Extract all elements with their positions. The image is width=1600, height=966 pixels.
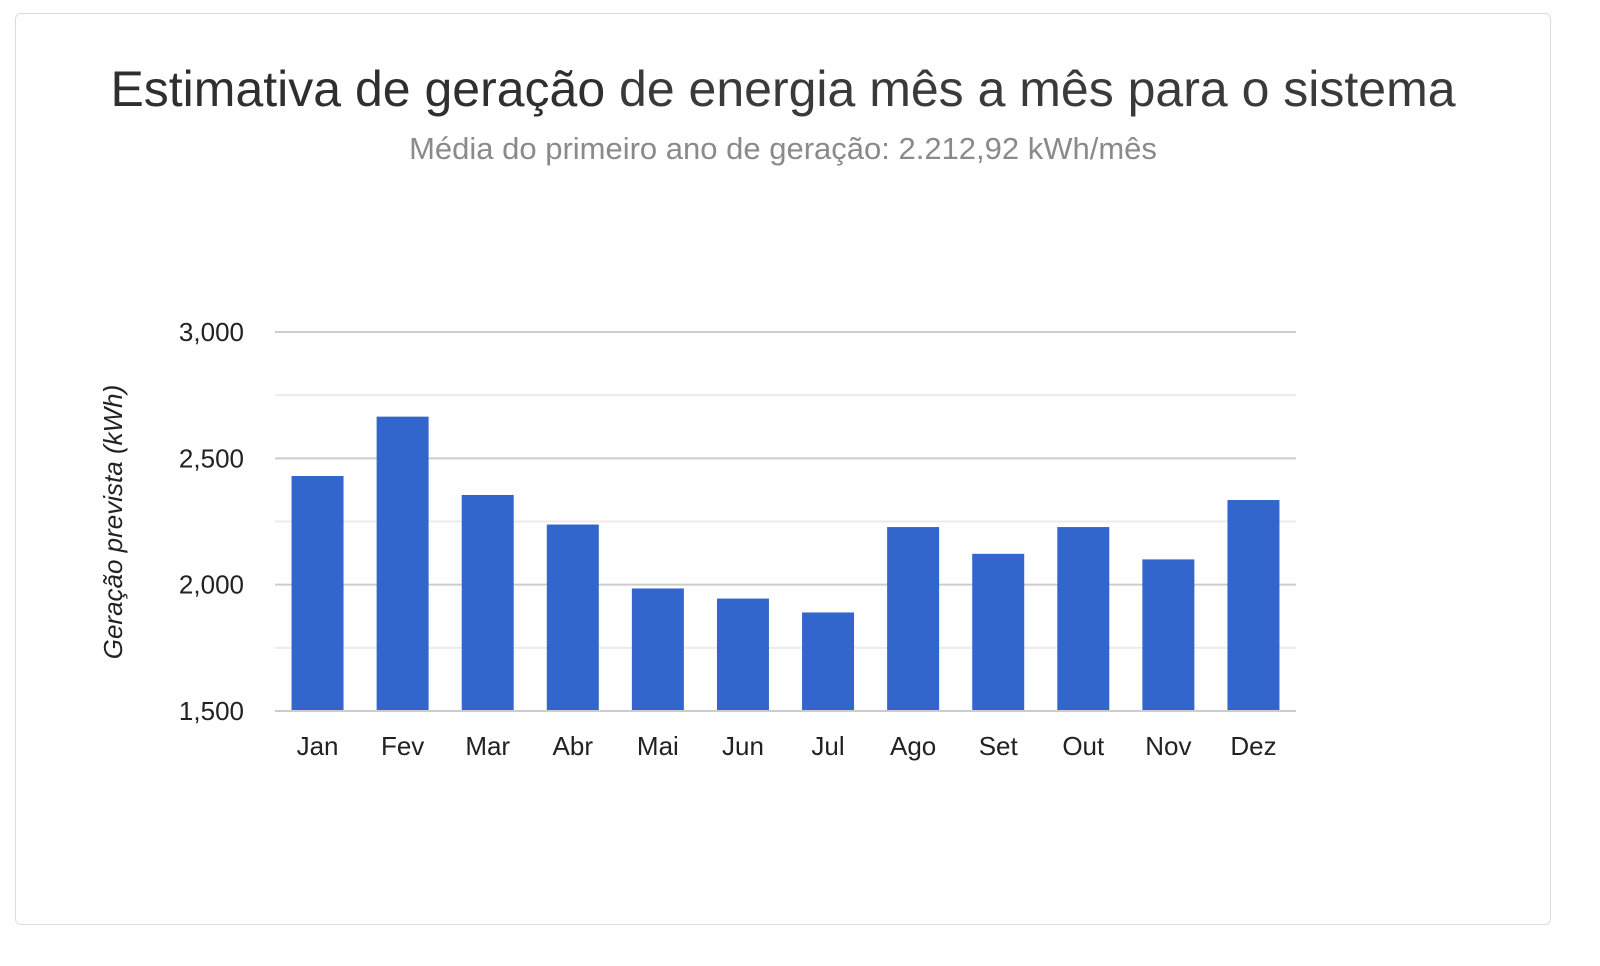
x-tick-label: Jun bbox=[722, 731, 764, 761]
x-tick-label: Mar bbox=[465, 731, 510, 761]
bar bbox=[546, 524, 599, 711]
y-tick-label: 3,000 bbox=[179, 317, 244, 347]
chart-title-rest: de energia mês a mês para o sistema bbox=[605, 61, 1456, 117]
chart-title-strong: Estimativa de geração bbox=[110, 61, 606, 117]
bar bbox=[376, 416, 429, 711]
chart-title: Estimativa de geração de energia mês a m… bbox=[0, 60, 1566, 118]
bar bbox=[1057, 527, 1110, 711]
y-tick-label: 2,500 bbox=[179, 443, 244, 473]
x-tick-label: Set bbox=[979, 731, 1019, 761]
chart-subtitle: Média do primeiro ano de geração: 2.212,… bbox=[409, 131, 1157, 166]
bar bbox=[631, 588, 684, 711]
x-tick-label: Nov bbox=[1145, 731, 1191, 761]
bar bbox=[887, 527, 940, 711]
x-tick-label: Ago bbox=[890, 731, 936, 761]
bar bbox=[972, 553, 1025, 711]
x-tick-label: Mai bbox=[637, 731, 679, 761]
y-tick-label: 1,500 bbox=[179, 696, 244, 726]
x-tick-label: Fev bbox=[381, 731, 424, 761]
x-tick-label: Dez bbox=[1230, 731, 1276, 761]
chart-card bbox=[15, 13, 1551, 925]
x-tick-label: Out bbox=[1062, 731, 1105, 761]
x-tick-label: Abr bbox=[553, 731, 594, 761]
bar bbox=[461, 494, 514, 711]
x-tick-label: Jul bbox=[811, 731, 844, 761]
y-axis-label: Geração prevista (kWh) bbox=[98, 385, 128, 660]
bar bbox=[1142, 559, 1195, 711]
y-tick-label: 2,000 bbox=[179, 570, 244, 600]
x-tick-label: Jan bbox=[297, 731, 339, 761]
bar bbox=[716, 598, 769, 711]
bar bbox=[802, 612, 855, 711]
bar bbox=[1227, 500, 1280, 711]
bar bbox=[291, 476, 344, 711]
